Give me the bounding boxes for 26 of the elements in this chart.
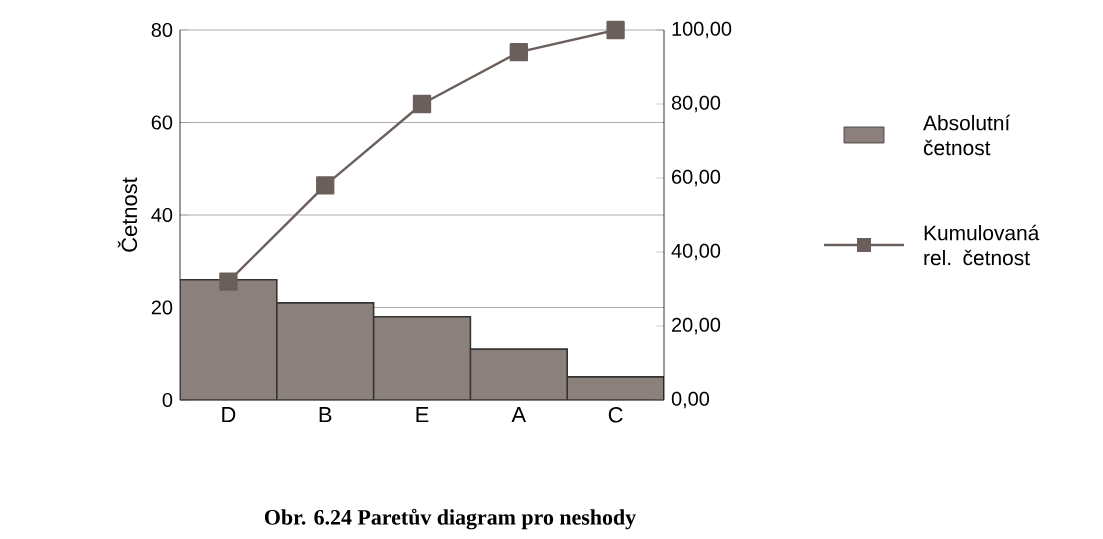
point <box>412 94 432 114</box>
y-tick-label: 60 <box>151 115 173 130</box>
x-tick-label: E <box>416 407 429 423</box>
point <box>316 176 335 195</box>
x-tick-label: A <box>511 407 527 423</box>
y2-tick-label: 0,00 <box>671 391 710 409</box>
x-tick-label: B <box>319 407 332 423</box>
y-tick-label: 40 <box>151 207 173 223</box>
x-tick-label: D <box>222 407 236 423</box>
x-tick-label: C <box>608 407 623 423</box>
y2-tick-label: 80,00 <box>671 95 721 113</box>
y2-tick-label: 100,00 <box>672 21 732 39</box>
y-tick-label: 0 <box>162 392 173 408</box>
y-axis-title: Četnost <box>117 177 138 252</box>
point <box>509 43 528 62</box>
legend-label: Kumulovaná rel. četnost <box>924 224 1040 266</box>
bar <box>180 278 278 400</box>
point <box>219 272 238 291</box>
y-tick-label: 20 <box>151 300 173 315</box>
y2-tick-label: 20,00 <box>672 317 721 335</box>
legend-label: Absolutní četnost <box>923 114 1011 156</box>
text: Obr. 6.24 Paretův diagram pro neshody <box>264 508 636 530</box>
y2-tick-label: 40,00 <box>671 243 721 261</box>
point <box>606 20 625 40</box>
y2-tick-label: 60,00 <box>672 169 721 187</box>
y-tick-label: 80 <box>151 22 173 38</box>
